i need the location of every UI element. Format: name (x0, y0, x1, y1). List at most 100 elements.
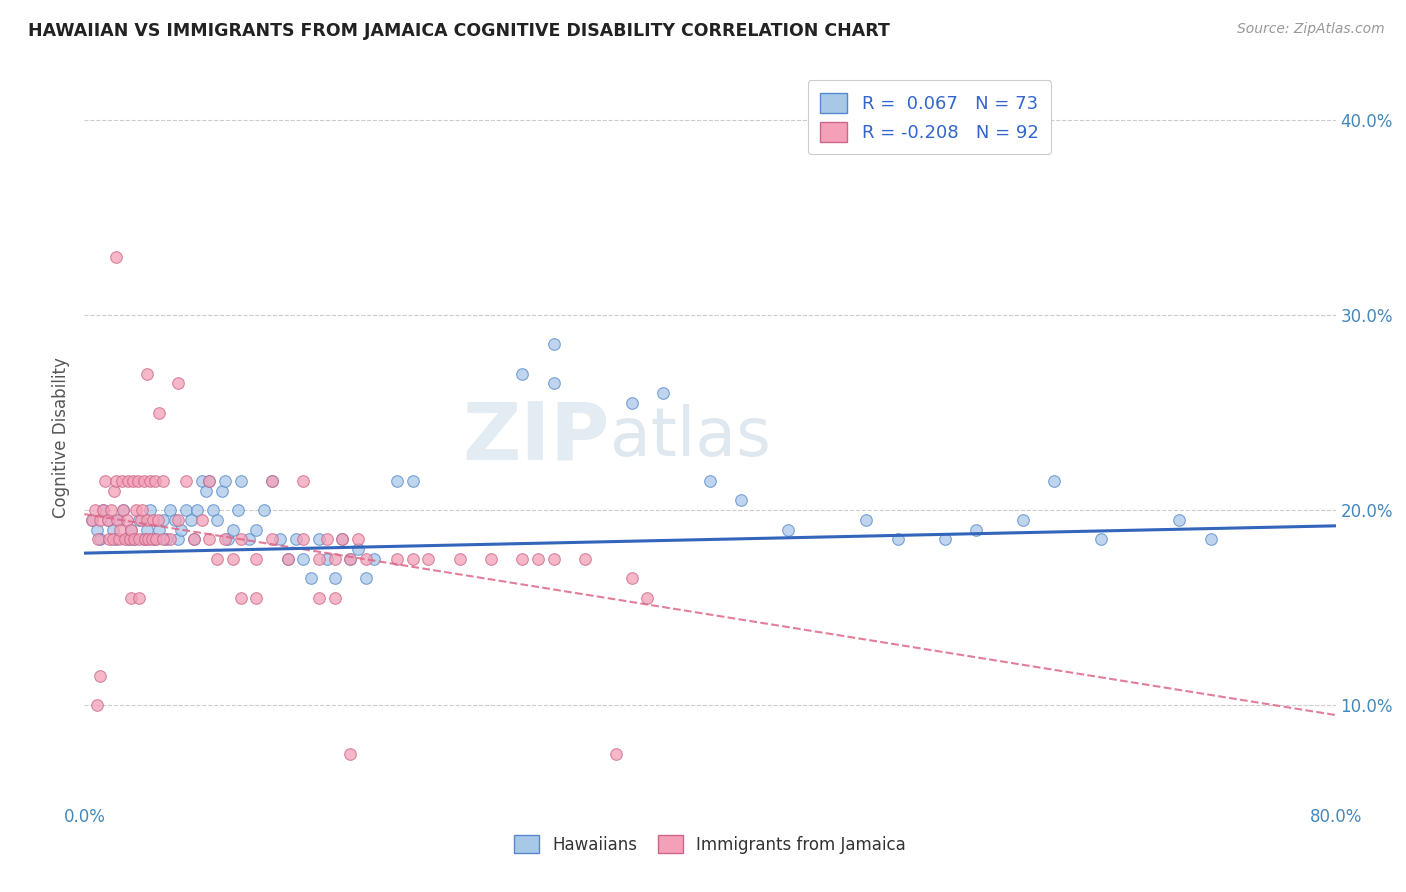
Point (778, 523, 800, 537)
Point (143, 533, 166, 547)
Point (385, 552, 409, 566)
Point (292, 552, 315, 566)
Point (124, 533, 146, 547)
Point (402, 474, 425, 488)
Point (479, 552, 502, 566)
Point (308, 552, 330, 566)
Point (104, 474, 127, 488)
Point (128, 513, 150, 527)
Point (128, 591, 150, 605)
Point (354, 572, 377, 586)
Point (107, 513, 129, 527)
Point (155, 533, 177, 547)
Point (112, 503, 135, 517)
Point (86, 698, 108, 713)
Point (89, 669, 111, 683)
Point (245, 552, 267, 566)
Point (136, 367, 159, 381)
Point (699, 474, 721, 488)
Point (965, 523, 987, 537)
Point (214, 474, 236, 488)
Point (347, 533, 370, 547)
Point (1090, 533, 1112, 547)
Point (385, 474, 409, 488)
Point (125, 503, 148, 517)
Point (198, 474, 221, 488)
Point (120, 591, 142, 605)
Point (238, 533, 260, 547)
Point (111, 474, 134, 488)
Point (107, 533, 129, 547)
Point (190, 474, 212, 488)
Point (103, 483, 125, 498)
Point (183, 533, 205, 547)
Point (86, 523, 108, 537)
Point (112, 503, 135, 517)
Point (887, 533, 910, 547)
Point (323, 572, 346, 586)
Point (214, 533, 236, 547)
Point (652, 386, 675, 401)
Point (117, 533, 139, 547)
Point (323, 552, 346, 566)
Point (855, 513, 877, 527)
Point (543, 337, 565, 351)
Point (142, 513, 165, 527)
Point (253, 503, 276, 517)
Point (299, 572, 322, 586)
Point (207, 513, 229, 527)
Point (934, 533, 956, 547)
Point (100, 503, 122, 517)
Point (195, 483, 218, 498)
Point (347, 542, 370, 557)
Point (129, 513, 152, 527)
Point (315, 533, 337, 547)
Point (262, 474, 284, 488)
Point (152, 474, 174, 488)
Point (104, 250, 127, 264)
Point (132, 474, 155, 488)
Point (217, 533, 239, 547)
Point (730, 493, 752, 508)
Point (418, 552, 440, 566)
Point (339, 747, 361, 761)
Point (637, 591, 659, 605)
Point (198, 533, 221, 547)
Point (121, 474, 143, 488)
Point (146, 513, 169, 527)
Text: HAWAIIAN VS IMMIGRANTS FROM JAMAICA COGNITIVE DISABILITY CORRELATION CHART: HAWAIIAN VS IMMIGRANTS FROM JAMAICA COGN… (28, 22, 890, 40)
Point (449, 552, 471, 566)
Point (277, 552, 299, 566)
Point (1168, 513, 1191, 527)
Point (110, 523, 132, 537)
Legend: Hawaiians, Immigrants from Jamaica: Hawaiians, Immigrants from Jamaica (508, 829, 912, 860)
Point (82, 513, 104, 527)
Point (226, 503, 249, 517)
Point (152, 533, 174, 547)
Point (124, 533, 146, 547)
Point (1199, 533, 1222, 547)
Point (132, 533, 155, 547)
Point (145, 533, 167, 547)
Point (134, 533, 156, 547)
Point (143, 474, 166, 488)
Point (277, 552, 299, 566)
Point (138, 533, 160, 547)
Point (101, 523, 124, 537)
Point (98, 533, 121, 547)
Point (211, 483, 233, 498)
Point (115, 513, 138, 527)
Point (332, 533, 354, 547)
Point (118, 533, 141, 547)
Point (363, 552, 385, 566)
Point (148, 406, 170, 420)
Text: atlas: atlas (610, 404, 770, 470)
Point (128, 533, 150, 547)
Point (574, 552, 596, 566)
Point (262, 533, 284, 547)
Point (159, 533, 181, 547)
Point (292, 533, 315, 547)
Text: ZIP: ZIP (463, 398, 610, 476)
Point (543, 376, 565, 391)
Point (527, 552, 550, 566)
